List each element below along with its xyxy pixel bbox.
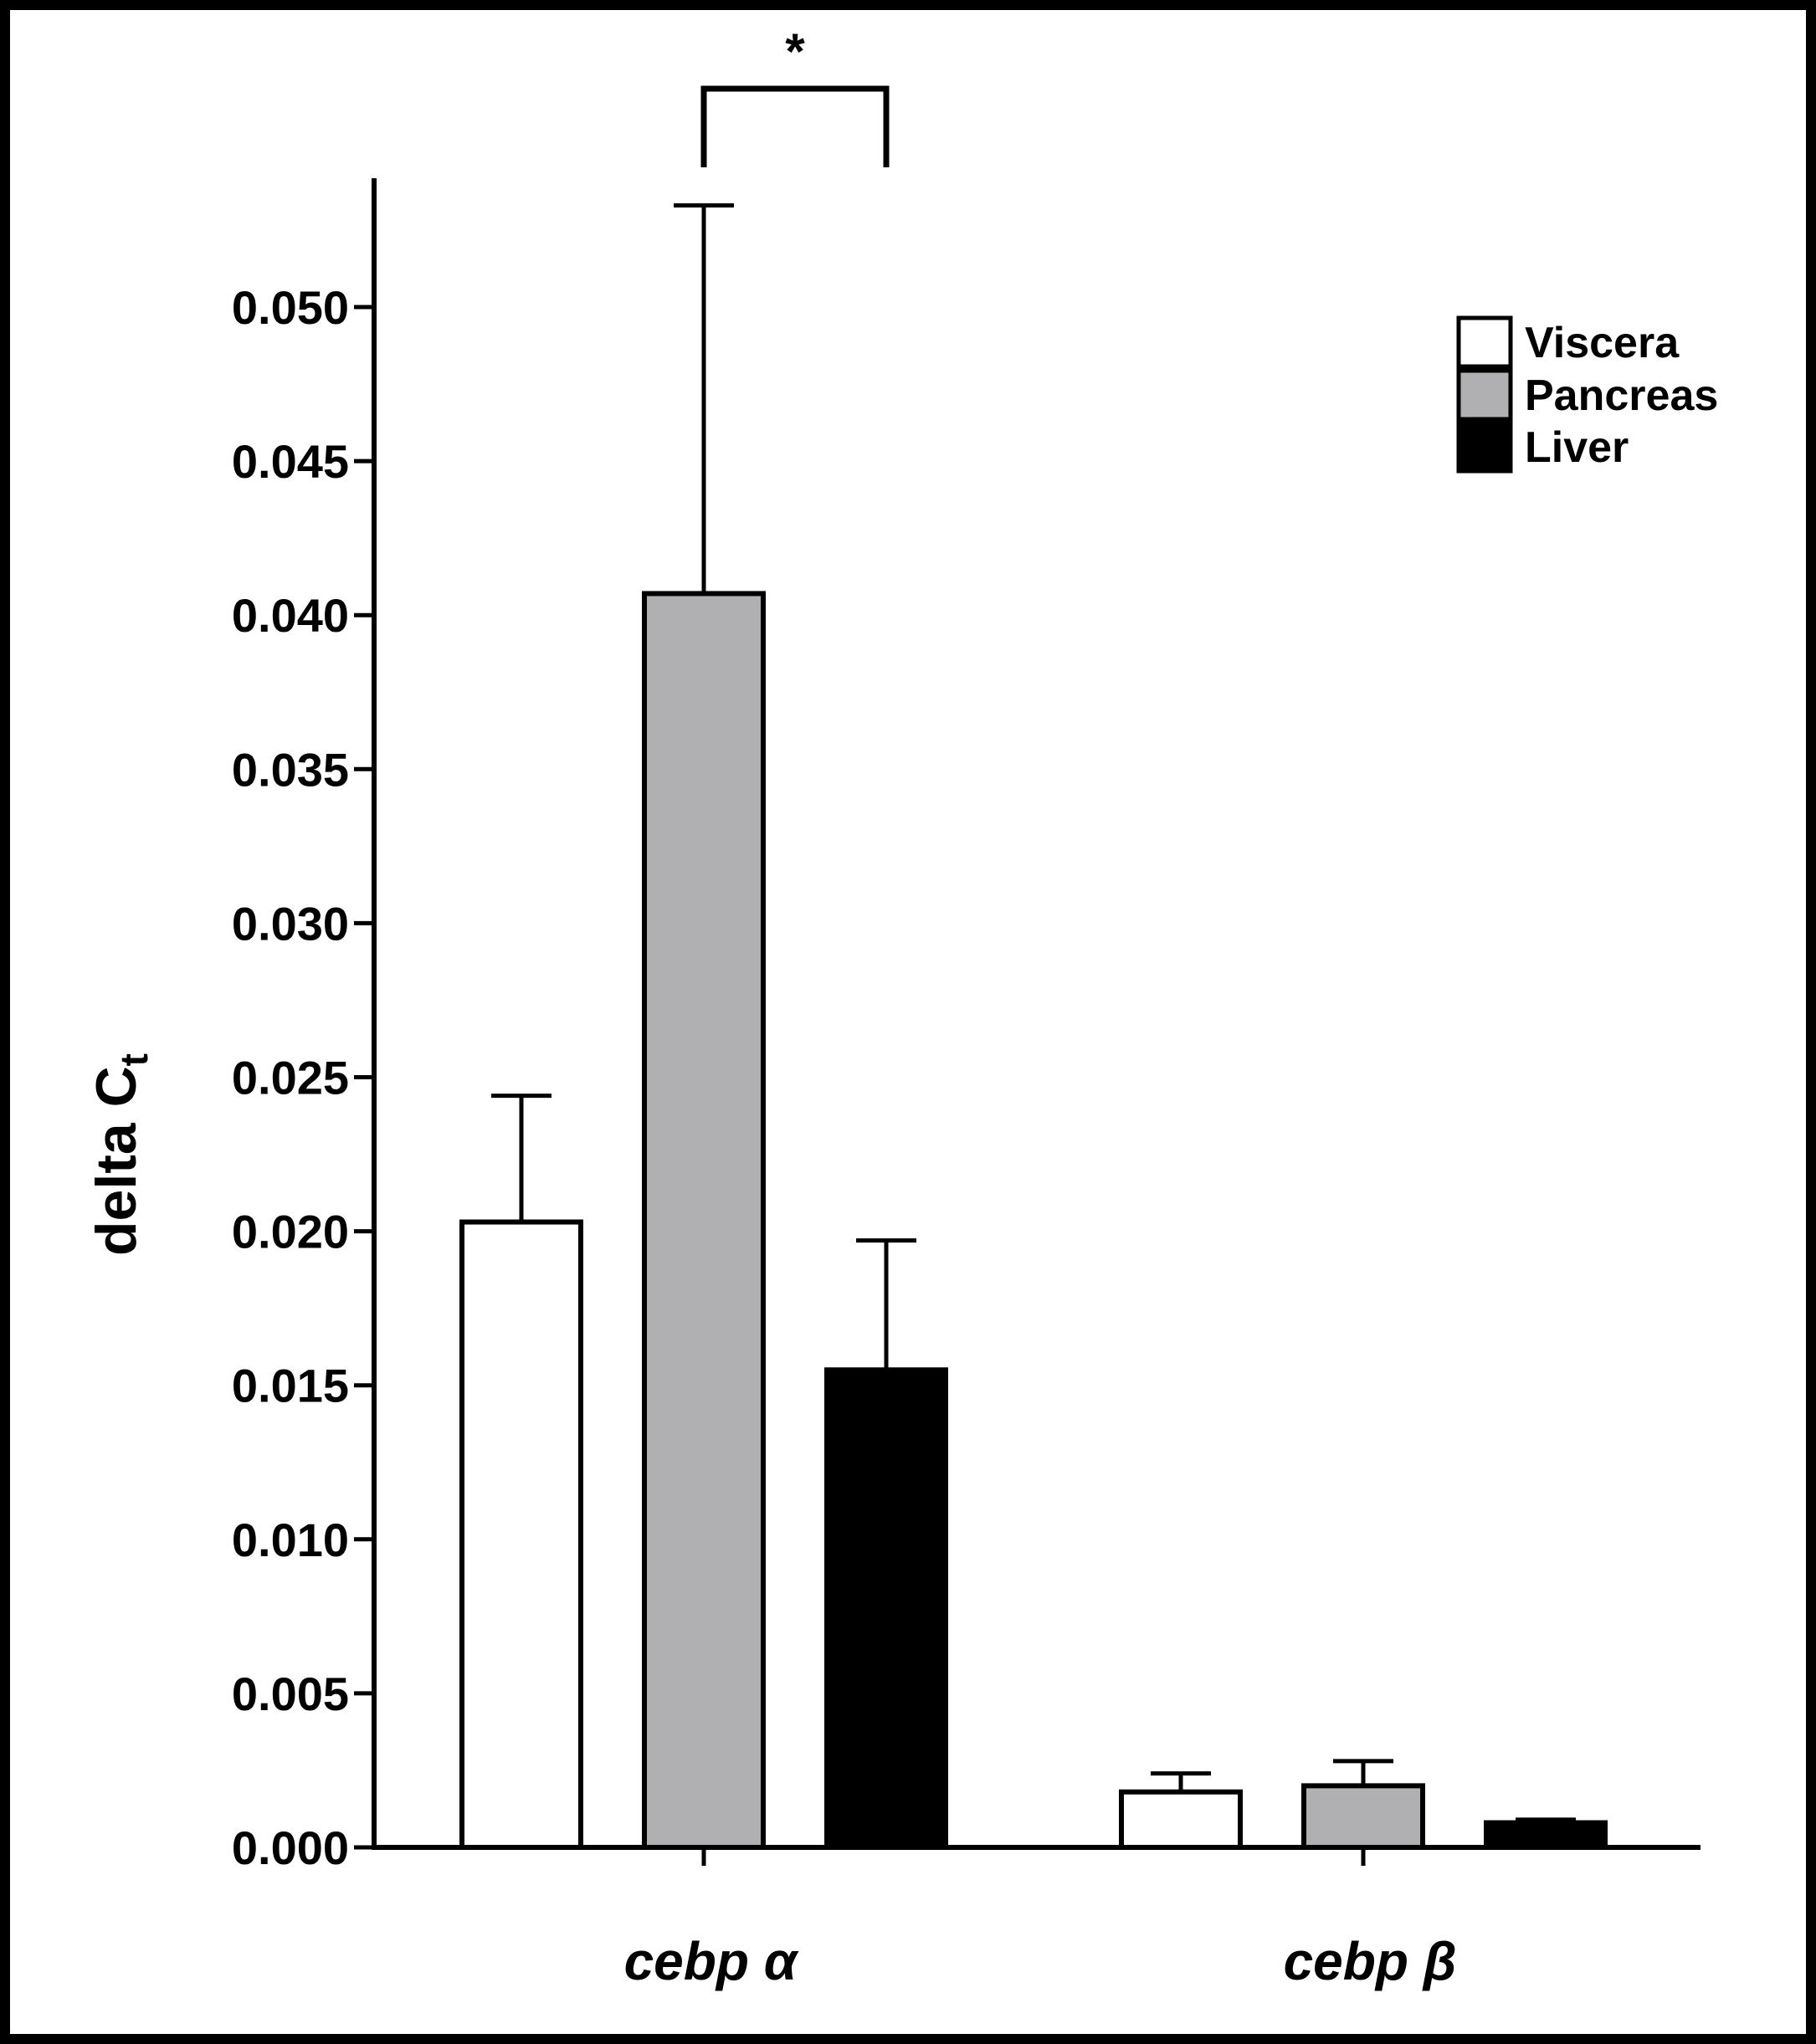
y-tick-label: 0.040 <box>232 589 349 642</box>
y-axis-title: delta Ct <box>85 1053 156 1256</box>
x-tick-label: cebp β <box>1284 1931 1457 1991</box>
y-tick-label: 0.025 <box>232 1052 349 1104</box>
y-axis-title-subscript: t <box>112 1053 156 1066</box>
significance-label: * <box>785 23 805 79</box>
y-axis-title-main: delta C <box>85 1066 148 1256</box>
legend-swatch <box>1456 420 1513 474</box>
bars <box>459 591 1608 1851</box>
y-tick-label: 0.000 <box>232 1821 349 1874</box>
bar <box>459 1219 583 1850</box>
legend-label: Viscera <box>1525 319 1680 367</box>
legend-label: Liver <box>1525 423 1629 472</box>
bar <box>824 1367 948 1851</box>
y-tick-label: 0.020 <box>232 1206 349 1258</box>
x-axis: cebp α cebp β <box>372 1845 1701 1991</box>
significance-bracket-line <box>700 85 890 167</box>
y-tick-label: 0.010 <box>232 1514 349 1566</box>
y-tick-label: 0.015 <box>232 1360 349 1412</box>
y-tick-label: 0.005 <box>232 1667 349 1720</box>
y-tick-label: 0.045 <box>232 435 349 488</box>
bar <box>1484 1820 1608 1850</box>
bar <box>1119 1789 1243 1851</box>
bar <box>1301 1783 1425 1851</box>
y-tick-label: 0.050 <box>232 281 349 334</box>
y-tick-label: 0.030 <box>232 897 349 950</box>
error-bars <box>491 202 1576 1823</box>
legend-label: Pancreas <box>1525 371 1718 420</box>
x-tick-label: cebp α <box>624 1931 799 1991</box>
legend-swatch <box>1456 315 1513 369</box>
bar <box>642 591 766 1850</box>
legend-swatch <box>1456 368 1513 422</box>
y-tick-label: 0.035 <box>232 743 349 796</box>
significance-bracket: * <box>700 23 890 167</box>
y-axis: 0.000 0.005 0.010 0.015 0.020 0.025 0.030 0.035… <box>232 178 377 1874</box>
